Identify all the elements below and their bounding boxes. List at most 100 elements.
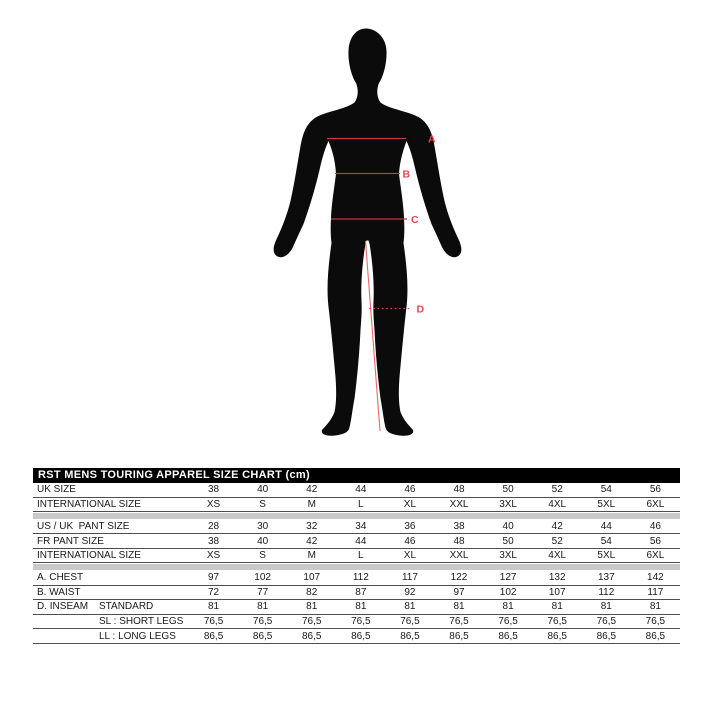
row-value: 76,5 — [302, 616, 322, 628]
row-label: INTERNATIONAL SIZE — [37, 550, 141, 562]
row-value: 44 — [600, 520, 612, 532]
row-value: 46 — [649, 520, 661, 532]
row-value: XS — [206, 550, 221, 562]
row-value: 97 — [453, 586, 465, 598]
row-value: 137 — [597, 572, 615, 584]
row-value: 40 — [257, 484, 269, 496]
row-value: 5XL — [597, 498, 616, 510]
row-value: XL — [403, 498, 417, 510]
row-value: M — [307, 550, 316, 562]
row-value: 42 — [306, 535, 318, 547]
table-row: US / UK PANT SIZE 28 30 32 34 36 38 40 42 44 46 — [33, 520, 680, 535]
row-value: 56 — [649, 535, 661, 547]
row-value: 81 — [257, 601, 269, 613]
size-chart-title: RST MENS TOURING APPAREL SIZE CHART (cm) — [33, 468, 680, 483]
row-value: 54 — [600, 484, 612, 496]
row-value: 54 — [600, 535, 612, 547]
row-value: 6XL — [646, 550, 665, 562]
row-value: 38 — [207, 535, 220, 547]
table-row: FR PANT SIZE 38 40 42 44 46 48 50 52 54 56 — [33, 534, 680, 549]
row-sublabel: STANDARD — [99, 601, 154, 613]
table-row: INTERNATIONAL SIZE XS S M L XL XXL 3XL 4XL 5XL 6XL — [33, 498, 680, 513]
waist-label: B — [403, 169, 411, 181]
row-value: 72 — [207, 586, 220, 598]
table-row: SL : SHORT LEGS 76,5 76,5 76,5 76,5 76,5 76,5 7… — [33, 615, 680, 630]
table-row: A. CHEST 97 102 107 112 117 122 127 132 137 142 — [33, 571, 680, 586]
row-value: 76,5 — [400, 616, 420, 628]
row-value: 56 — [649, 484, 661, 496]
row-value: 42 — [306, 484, 318, 496]
table-separator — [33, 563, 680, 571]
inseam-label: D — [417, 304, 425, 316]
row-value: 132 — [548, 572, 566, 584]
row-label: A. CHEST — [37, 572, 84, 584]
row-value: 77 — [257, 586, 269, 598]
male-silhouette-icon — [273, 28, 462, 436]
table-row: INTERNATIONAL SIZE XS S M L XL XXL 3XL 4XL 5XL 6XL — [33, 549, 680, 564]
row-value: 81 — [355, 601, 367, 613]
row-value: 86,5 — [252, 630, 273, 642]
row-value: 76,5 — [547, 616, 567, 628]
row-value: 4XL — [548, 550, 567, 562]
row-value: 76,5 — [252, 616, 273, 628]
row-value: 48 — [453, 484, 465, 496]
row-label: INTERNATIONAL SIZE — [37, 498, 141, 510]
row-value: 92 — [404, 586, 416, 598]
row-value: XXL — [449, 550, 469, 562]
row-value: 81 — [502, 601, 514, 613]
row-value: 30 — [257, 520, 269, 532]
row-value: 50 — [502, 484, 514, 496]
row-value: 76,5 — [351, 616, 371, 628]
row-value: 86,5 — [351, 630, 371, 642]
row-value: 44 — [355, 535, 367, 547]
row-value: S — [259, 498, 266, 510]
row-value: 34 — [355, 520, 367, 532]
size-chart-rows: UK SIZE 38 40 42 44 46 48 50 52 54 56 INTERNATIONAL… — [33, 483, 680, 644]
row-value: 46 — [404, 535, 416, 547]
row-value: 86,5 — [203, 630, 224, 642]
row-label: FR PANT SIZE — [37, 535, 104, 547]
row-value: 107 — [548, 586, 566, 598]
row-value: 127 — [499, 572, 517, 584]
row-value: 87 — [355, 586, 367, 598]
row-value: 6XL — [646, 498, 665, 510]
row-value: 86,5 — [596, 630, 617, 642]
row-value: 86,5 — [645, 630, 666, 642]
row-value: 81 — [551, 601, 563, 613]
row-value: 117 — [401, 572, 418, 584]
row-value: 86,5 — [302, 630, 322, 642]
row-value: 81 — [404, 601, 416, 613]
row-value: 38 — [453, 520, 465, 532]
row-value: 81 — [306, 601, 318, 613]
row-value: 46 — [404, 484, 416, 496]
row-value: XL — [403, 550, 417, 562]
row-value: 102 — [499, 586, 517, 598]
row-value: 81 — [600, 601, 612, 613]
row-value: 81 — [207, 601, 220, 613]
row-value: XXL — [449, 498, 469, 510]
row-value: 76,5 — [498, 616, 518, 628]
row-value: 76,5 — [645, 616, 666, 628]
table-row: UK SIZE 38 40 42 44 46 48 50 52 54 56 — [33, 483, 680, 498]
row-value: 102 — [254, 572, 271, 584]
row-value: 4XL — [548, 498, 567, 510]
row-value: 42 — [551, 520, 563, 532]
body-measurement-diagram: A B C D — [273, 28, 462, 436]
row-value: 76,5 — [449, 616, 469, 628]
row-value: 86,5 — [400, 630, 420, 642]
row-value: 117 — [647, 586, 664, 598]
row-value: 112 — [352, 572, 369, 584]
row-value: 86,5 — [449, 630, 469, 642]
table-row: LL : LONG LEGS 86,5 86,5 86,5 86,5 86,5 86,5 86… — [33, 629, 680, 644]
row-value: 86,5 — [498, 630, 518, 642]
row-label: UK SIZE — [37, 484, 76, 496]
row-value: 86,5 — [547, 630, 567, 642]
row-sublabel: SL : SHORT LEGS — [99, 616, 184, 628]
row-value: 52 — [551, 484, 563, 496]
row-value: 40 — [502, 520, 514, 532]
row-value: 3XL — [499, 498, 517, 510]
row-value: 44 — [355, 484, 367, 496]
row-label: B. WAIST — [37, 586, 81, 598]
row-value: S — [259, 550, 266, 562]
